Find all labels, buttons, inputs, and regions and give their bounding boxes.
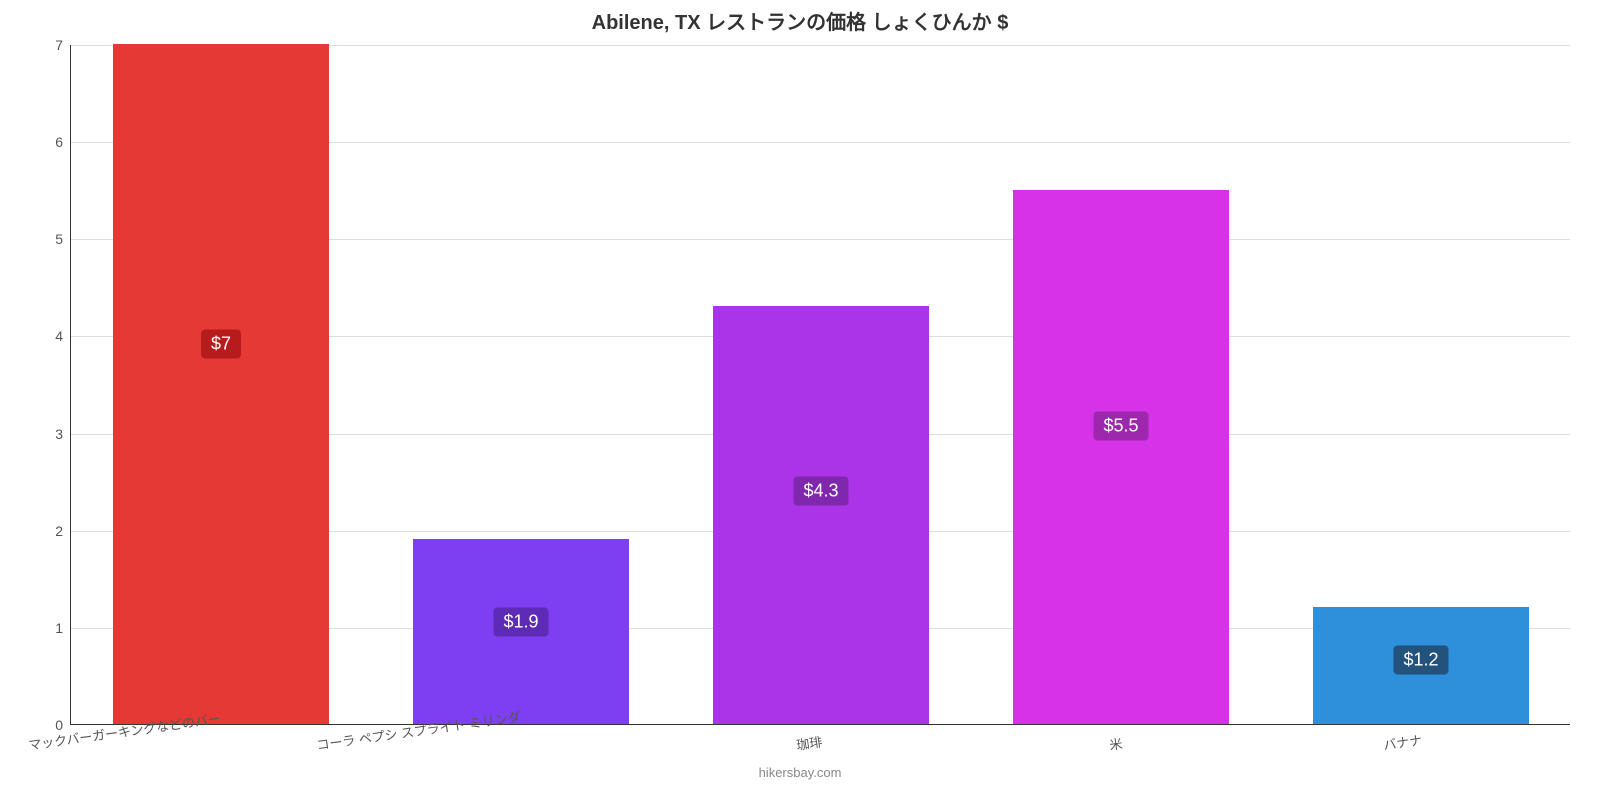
x-axis-label: 米 [1108, 733, 1124, 754]
y-tick-label: 2 [55, 523, 71, 539]
chart-credit: hikersbay.com [0, 765, 1600, 780]
value-badge: $4.3 [793, 477, 848, 506]
y-tick-label: 5 [55, 231, 71, 247]
y-tick-label: 3 [55, 426, 71, 442]
y-tick-label: 1 [55, 620, 71, 636]
plot-area: 01234567$7マックバーガーキングなどのバー$1.9コーラ ペプシ スプラ… [70, 45, 1570, 725]
bar [1013, 190, 1229, 724]
value-badge: $7 [201, 330, 241, 359]
bar [113, 44, 329, 724]
chart-container: Abilene, TX レストランの価格 しょくひんか $ 01234567$7… [0, 0, 1600, 800]
bar [713, 306, 929, 724]
y-tick-label: 7 [55, 37, 71, 53]
y-tick-label: 4 [55, 328, 71, 344]
y-tick-label: 6 [55, 134, 71, 150]
x-axis-label: 珈琲 [795, 731, 823, 753]
value-badge: $5.5 [1093, 411, 1148, 440]
value-badge: $1.2 [1393, 645, 1448, 674]
x-axis-label: バナナ [1382, 730, 1423, 754]
chart-title: Abilene, TX レストランの価格 しょくひんか $ [0, 6, 1600, 35]
value-badge: $1.9 [493, 607, 548, 636]
